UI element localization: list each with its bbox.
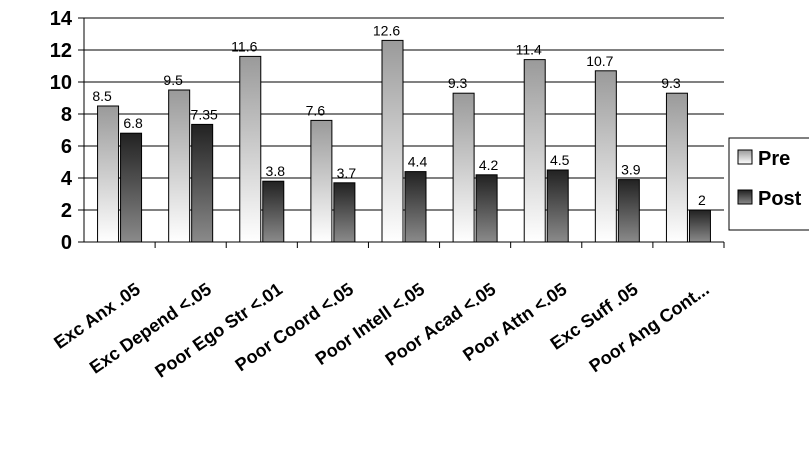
gridlines bbox=[84, 17, 724, 211]
bar-pre-6 bbox=[523, 59, 546, 243]
category-label: Exc Depend <.05 bbox=[86, 279, 215, 378]
y-tick-label: 12 bbox=[50, 40, 72, 62]
data-label-pre-5: 9.3 bbox=[448, 75, 468, 91]
legend-swatch-post bbox=[737, 189, 753, 205]
bar-pre-4 bbox=[381, 39, 404, 243]
bar-pre-5 bbox=[452, 92, 475, 243]
data-labels: 8.5 6.8 9.5 7.35 11.6 3.8 7.6 3.7 12.6 4.4 9.3 4.2 1… bbox=[92, 22, 706, 208]
data-label-pre-4: 12.6 bbox=[373, 22, 400, 38]
bar-post-0 bbox=[120, 132, 143, 243]
y-tick-label: 14 bbox=[50, 8, 73, 30]
data-label-pre-1: 9.5 bbox=[163, 72, 183, 88]
category-label: Poor Coord <.05 bbox=[231, 279, 357, 375]
data-label-post-6: 4.5 bbox=[550, 152, 570, 168]
data-label-post-8: 2 bbox=[698, 192, 706, 208]
bar-pre-8 bbox=[665, 92, 688, 243]
y-tick-label: 8 bbox=[61, 104, 72, 126]
bars bbox=[97, 39, 711, 243]
data-label-post-3: 3.7 bbox=[337, 165, 357, 181]
bar-post-3 bbox=[333, 182, 356, 243]
data-label-pre-8: 9.3 bbox=[661, 75, 681, 91]
bar-pre-3 bbox=[310, 119, 333, 243]
data-label-post-5: 4.2 bbox=[479, 157, 499, 173]
data-label-pre-3: 7.6 bbox=[306, 102, 326, 118]
y-tick-label: 2 bbox=[61, 200, 72, 222]
data-label-pre-6: 11.4 bbox=[516, 42, 542, 58]
data-label-post-1: 7.35 bbox=[191, 106, 218, 122]
bar-post-2 bbox=[262, 180, 285, 243]
bar-post-1 bbox=[191, 123, 214, 243]
y-tick-label: 4 bbox=[61, 168, 73, 190]
y-tick-label: 10 bbox=[50, 72, 72, 94]
bar-post-5 bbox=[475, 174, 498, 243]
y-tick-label: 0 bbox=[61, 232, 72, 254]
legend-swatch-pre bbox=[737, 149, 753, 165]
data-label-post-2: 3.8 bbox=[266, 163, 286, 179]
legend: Pre Post bbox=[728, 137, 809, 231]
data-label-pre-7: 10.7 bbox=[586, 53, 613, 69]
bar-pre-2 bbox=[239, 55, 262, 243]
data-label-post-4: 4.4 bbox=[408, 154, 428, 170]
category-label: Poor Ang Cont... bbox=[586, 279, 713, 376]
legend-label-pre: Pre bbox=[758, 148, 790, 170]
y-axis: 0 2 4 6 8 10 12 14 bbox=[50, 8, 85, 254]
bar-post-6 bbox=[546, 169, 569, 243]
data-label-pre-0: 8.5 bbox=[92, 88, 112, 104]
bar-post-8 bbox=[688, 209, 711, 243]
bar-pre-1 bbox=[168, 89, 191, 243]
bar-pre-7 bbox=[594, 70, 617, 243]
category-label: Poor Ego Str <.01 bbox=[151, 279, 286, 382]
bar-pre-0 bbox=[97, 105, 120, 243]
bar-post-7 bbox=[617, 179, 640, 243]
data-label-post-7: 3.9 bbox=[621, 162, 641, 178]
data-label-post-0: 6.8 bbox=[123, 115, 143, 131]
bar-post-4 bbox=[404, 171, 427, 243]
data-label-pre-2: 11.6 bbox=[231, 38, 257, 54]
y-tick-label: 6 bbox=[61, 136, 72, 158]
legend-label-post: Post bbox=[758, 188, 802, 210]
